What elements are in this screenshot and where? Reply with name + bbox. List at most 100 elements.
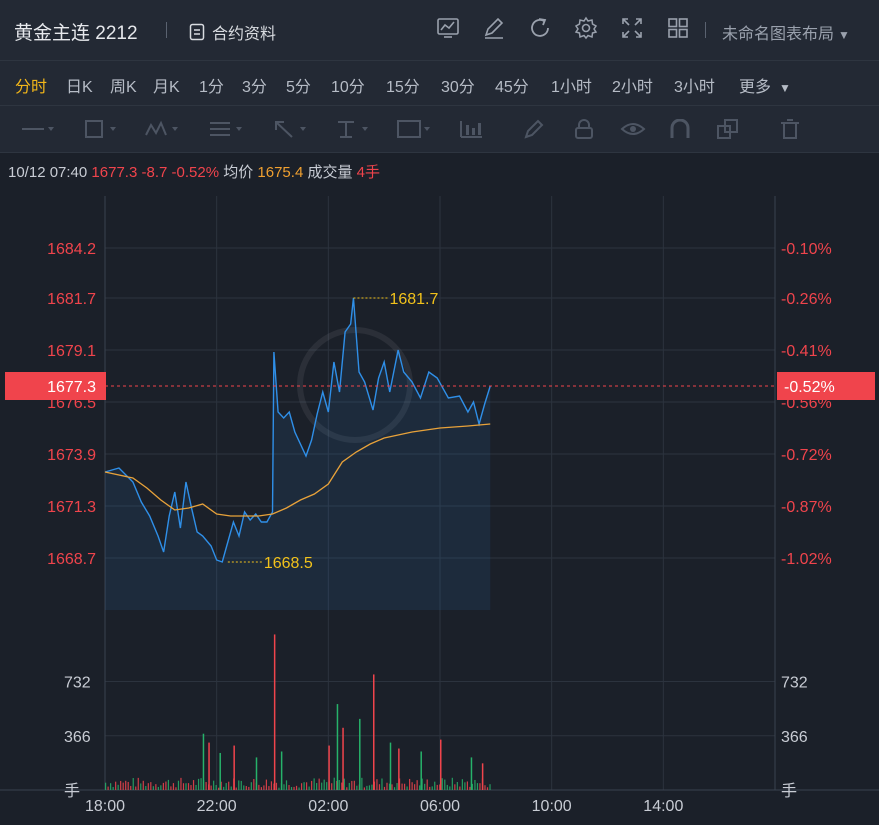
volume-bar [248, 786, 250, 790]
pct-tick-label: -0.26% [781, 291, 832, 308]
volume-bar [210, 785, 212, 790]
volume-bar [481, 763, 484, 790]
price-tick-label: 1668.7 [47, 551, 96, 568]
volume-bar [336, 704, 339, 790]
volume-bar [466, 781, 468, 790]
period-tabs: 分时 日K 周K 月K 1分 3分 5分 10分 15分 30分 45分 1小时… [0, 61, 879, 106]
period-tab[interactable]: 3分 [242, 79, 267, 96]
volume-bar [238, 780, 240, 790]
volume-bar [225, 783, 227, 790]
volume-bar [359, 718, 361, 790]
volume-bar [280, 751, 283, 790]
period-tab[interactable]: 日K [66, 79, 93, 96]
intraday-chart[interactable]: 1681.71668.51684.21681.71679.11676.51673… [0, 186, 879, 825]
layout-selector[interactable]: 未命名图表布局 ▼ [722, 20, 850, 44]
volume-bar [243, 785, 245, 790]
volume-bar [157, 786, 159, 790]
period-tab[interactable]: 1分 [199, 79, 224, 96]
volume-bar [105, 782, 107, 790]
trash-icon[interactable] [778, 119, 812, 139]
arrow-tool-icon[interactable] [272, 119, 306, 139]
volume-bar [250, 782, 252, 790]
volume-bar [363, 787, 365, 790]
volume-bar [439, 784, 441, 790]
pct-tick-label: -1.02% [781, 551, 832, 568]
volume-bar [486, 787, 489, 790]
period-tab[interactable]: 月K [153, 79, 180, 96]
current-price-label: 1677.3 [47, 379, 96, 396]
volume-bar [107, 786, 109, 790]
current-pct-box [777, 372, 875, 400]
volume-bar [265, 779, 267, 790]
eye-icon[interactable] [620, 119, 654, 139]
instrument-title: 黄金主连 2212 [14, 23, 138, 44]
period-tab[interactable]: 3小时 [674, 79, 715, 96]
volume-bar [470, 757, 473, 790]
clone-icon[interactable] [716, 119, 750, 139]
volume-bar [368, 785, 371, 790]
grid-icon[interactable] [666, 16, 690, 40]
rect-tool-icon[interactable] [82, 119, 116, 139]
volume-bar [401, 783, 403, 790]
volume-bar [220, 781, 222, 790]
line-tool-icon[interactable] [20, 119, 54, 139]
pattern-tool-icon[interactable] [144, 119, 178, 139]
volume-bar [342, 727, 344, 790]
time-tick-label: 14:00 [643, 798, 683, 815]
volume-bar [431, 786, 433, 790]
pen-tool-icon[interactable] [522, 119, 556, 139]
volume-bar [456, 782, 458, 790]
price-tick-label: 1681.7 [47, 291, 96, 308]
period-tab[interactable]: 周K [110, 79, 137, 96]
volume-bar [240, 780, 242, 790]
lock-icon[interactable] [572, 119, 606, 139]
period-tab[interactable]: 分时 [15, 79, 48, 96]
settings-icon[interactable] [574, 16, 598, 40]
period-tab[interactable]: 5分 [286, 79, 311, 96]
quote-change: -8.7 [141, 164, 168, 181]
volume-bar [303, 782, 305, 790]
volume-bar [215, 785, 217, 790]
volume-bar [386, 782, 388, 790]
volume-bar [219, 752, 221, 790]
period-tab[interactable]: 15分 [386, 79, 420, 96]
period-tab[interactable]: 1小时 [551, 79, 592, 96]
volume-bar [476, 783, 479, 790]
contract-info-button[interactable]: 合约资料 [188, 20, 276, 44]
volume-tick-label: 732 [781, 675, 808, 692]
volume-bar [235, 787, 237, 790]
chart-icon[interactable] [436, 16, 460, 40]
volume-bar [283, 784, 285, 790]
more-periods-button[interactable]: 更多 ▼ [739, 73, 791, 97]
refresh-icon[interactable] [528, 16, 552, 40]
volume-bar [318, 778, 320, 790]
volume-bar [278, 787, 280, 790]
period-tab[interactable]: 10分 [331, 79, 365, 96]
fib-tool-icon[interactable] [208, 119, 242, 139]
text-tool-icon[interactable] [396, 119, 430, 139]
volume-bar [205, 782, 207, 790]
volume-bar [346, 787, 348, 790]
period-tab[interactable]: 2小时 [612, 79, 653, 96]
volume-bar [333, 777, 335, 790]
quote-change-pct: -0.52% [171, 164, 220, 181]
volume-bar [459, 786, 461, 790]
quote-price: 1677.3 [91, 164, 138, 181]
fullscreen-icon[interactable] [620, 16, 644, 40]
volume-bar [160, 785, 162, 790]
indicator-tool-icon[interactable] [458, 119, 492, 139]
volume-bar [348, 782, 350, 790]
volume-tick-label: 366 [64, 729, 91, 746]
volume-bar [311, 780, 313, 790]
time-tick-label: 06:00 [420, 798, 460, 815]
volume-bar [489, 784, 491, 790]
magnet-icon[interactable] [668, 119, 702, 139]
volume-bar [419, 785, 421, 790]
period-tab[interactable]: 30分 [441, 79, 475, 96]
volume-bar [202, 733, 205, 790]
period-tab[interactable]: 45分 [495, 79, 529, 96]
volume-bar [230, 786, 232, 790]
measure-tool-icon[interactable] [334, 119, 368, 139]
volume-bar [328, 745, 330, 790]
edit-icon[interactable] [482, 16, 506, 40]
